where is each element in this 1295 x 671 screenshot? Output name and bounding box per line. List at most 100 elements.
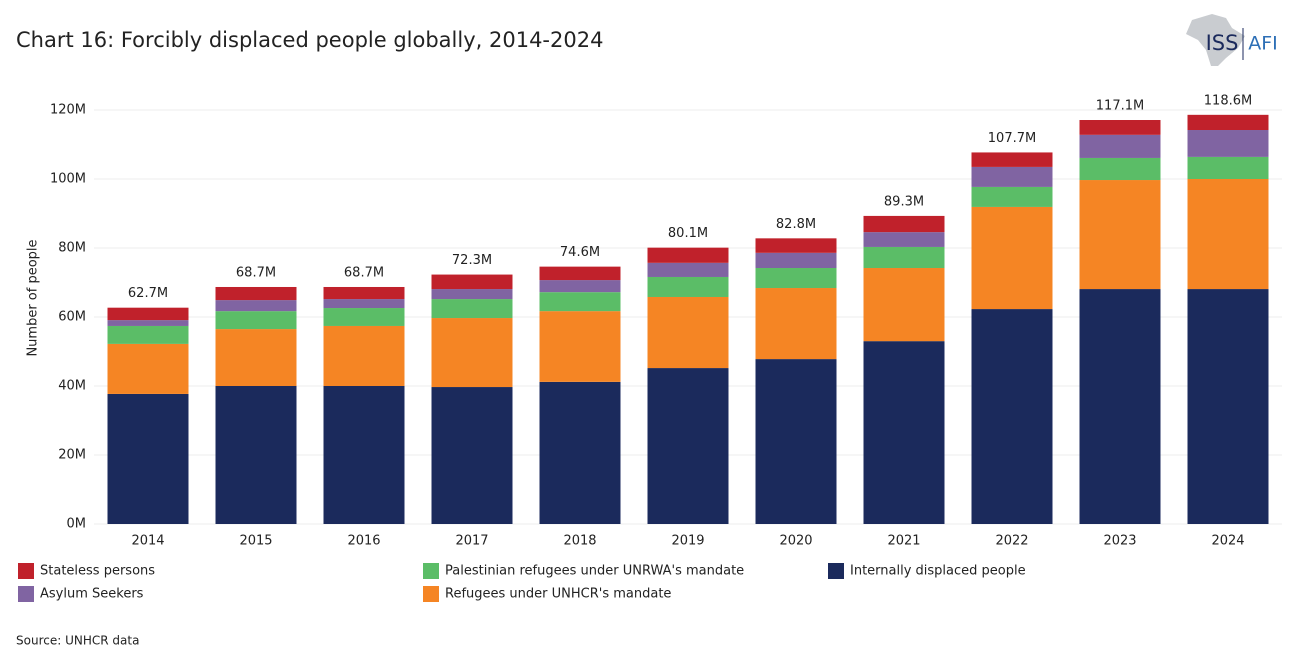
x-tick-label: 2017 [455,534,488,549]
bar-segment [863,246,945,269]
y-tick-label: 60M [58,310,86,325]
bar-segment [647,276,729,297]
total-label: 74.6M [560,245,600,260]
bar-segment [215,386,297,524]
bar-segment [323,286,405,300]
x-tick-label: 2022 [995,534,1028,549]
x-tick-label: 2018 [563,534,596,549]
bar-segment [107,325,189,344]
total-label: 68.7M [344,265,384,280]
bar-segment [647,368,729,524]
bar-segment [107,343,189,394]
x-tick-label: 2023 [1103,534,1136,549]
bar-segment [863,232,945,247]
bar-segment [755,268,837,289]
total-label: 107.7M [988,131,1036,146]
bar-segment [971,152,1053,167]
bar-segment [755,288,837,360]
legend-label: Refugees under UNHCR's mandate [445,587,671,602]
logo-right: AFI [1248,33,1278,55]
logo-map [1186,14,1245,66]
bar-segment [107,393,189,524]
y-tick-label: 0M [67,517,87,532]
bar-segment [215,329,297,386]
bar-segment [539,311,621,382]
logo-left: ISS [1206,31,1239,55]
x-tick-label: 2019 [671,534,704,549]
bar-segment [971,206,1053,310]
bar-segment [107,307,189,321]
y-tick-label: 40M [58,379,86,394]
bar-segment [1079,157,1161,181]
bar-segment [971,166,1053,187]
y-axis-label: Number of people [26,239,41,356]
bar-segment [1187,130,1269,157]
bar-segment [323,299,405,309]
bar-segment [1079,134,1161,158]
total-label: 62.7M [128,286,168,301]
bar-segment [1187,179,1269,290]
bar-segment [1187,114,1269,131]
total-label: 82.8M [776,217,816,232]
bar-segment [863,215,945,233]
y-tick-label: 80M [58,241,86,256]
bar-segment [971,186,1053,207]
y-tick-label: 120M [50,103,86,118]
bar-segment [215,286,297,301]
bar-segment [539,280,621,293]
bar-segment [1079,289,1161,524]
total-label: 118.6M [1204,93,1252,108]
total-label: 72.3M [452,253,492,268]
y-tick-label: 100M [50,172,86,187]
chart-title: Chart 16: Forcibly displaced people glob… [16,28,603,52]
bar-segment [431,289,513,300]
total-label: 68.7M [236,265,276,280]
bar-segment [431,387,513,524]
x-tick-label: 2021 [887,534,920,549]
legend-swatch [18,563,34,579]
bar-segment [1079,180,1161,290]
bar-segment [215,311,297,330]
total-label: 80.1M [668,226,708,241]
bar-segment [755,359,837,524]
bar-segment [647,247,729,263]
bar-segment [431,318,513,388]
bar-segment [539,381,621,524]
bar-segment [863,341,945,524]
bar-segment [1187,156,1269,179]
bar-segment [1187,289,1269,524]
bar-segment [323,308,405,326]
total-label: 89.3M [884,194,924,209]
legend-swatch [423,563,439,579]
bar-segment [107,320,189,326]
legend-swatch [18,586,34,602]
legend-label: Asylum Seekers [40,587,144,602]
legend-label: Stateless persons [40,564,155,579]
bar-segment [647,296,729,369]
bar-segment [971,309,1053,524]
bar-segment [755,252,837,269]
total-label: 117.1M [1096,99,1144,114]
bar-segment [539,266,621,281]
bar-segment [323,386,405,524]
x-tick-label: 2014 [131,534,164,549]
x-tick-label: 2020 [779,534,812,549]
bar-segment [755,238,837,253]
bar-segment [431,274,513,290]
bar-segment [863,268,945,342]
y-tick-label: 20M [58,448,86,463]
x-tick-label: 2015 [239,534,272,549]
bar-segment [647,262,729,277]
legend-swatch [423,586,439,602]
bar-segment [215,300,297,312]
legend-label: Internally displaced people [850,564,1026,579]
source: Source: UNHCR data [16,634,139,648]
bar-segment [1079,120,1161,135]
x-tick-label: 2024 [1211,534,1244,549]
legend-label: Palestinian refugees under UNRWA's manda… [445,564,744,579]
bar-segment [539,292,621,312]
bar-segment [431,299,513,319]
bar-segment [323,325,405,386]
